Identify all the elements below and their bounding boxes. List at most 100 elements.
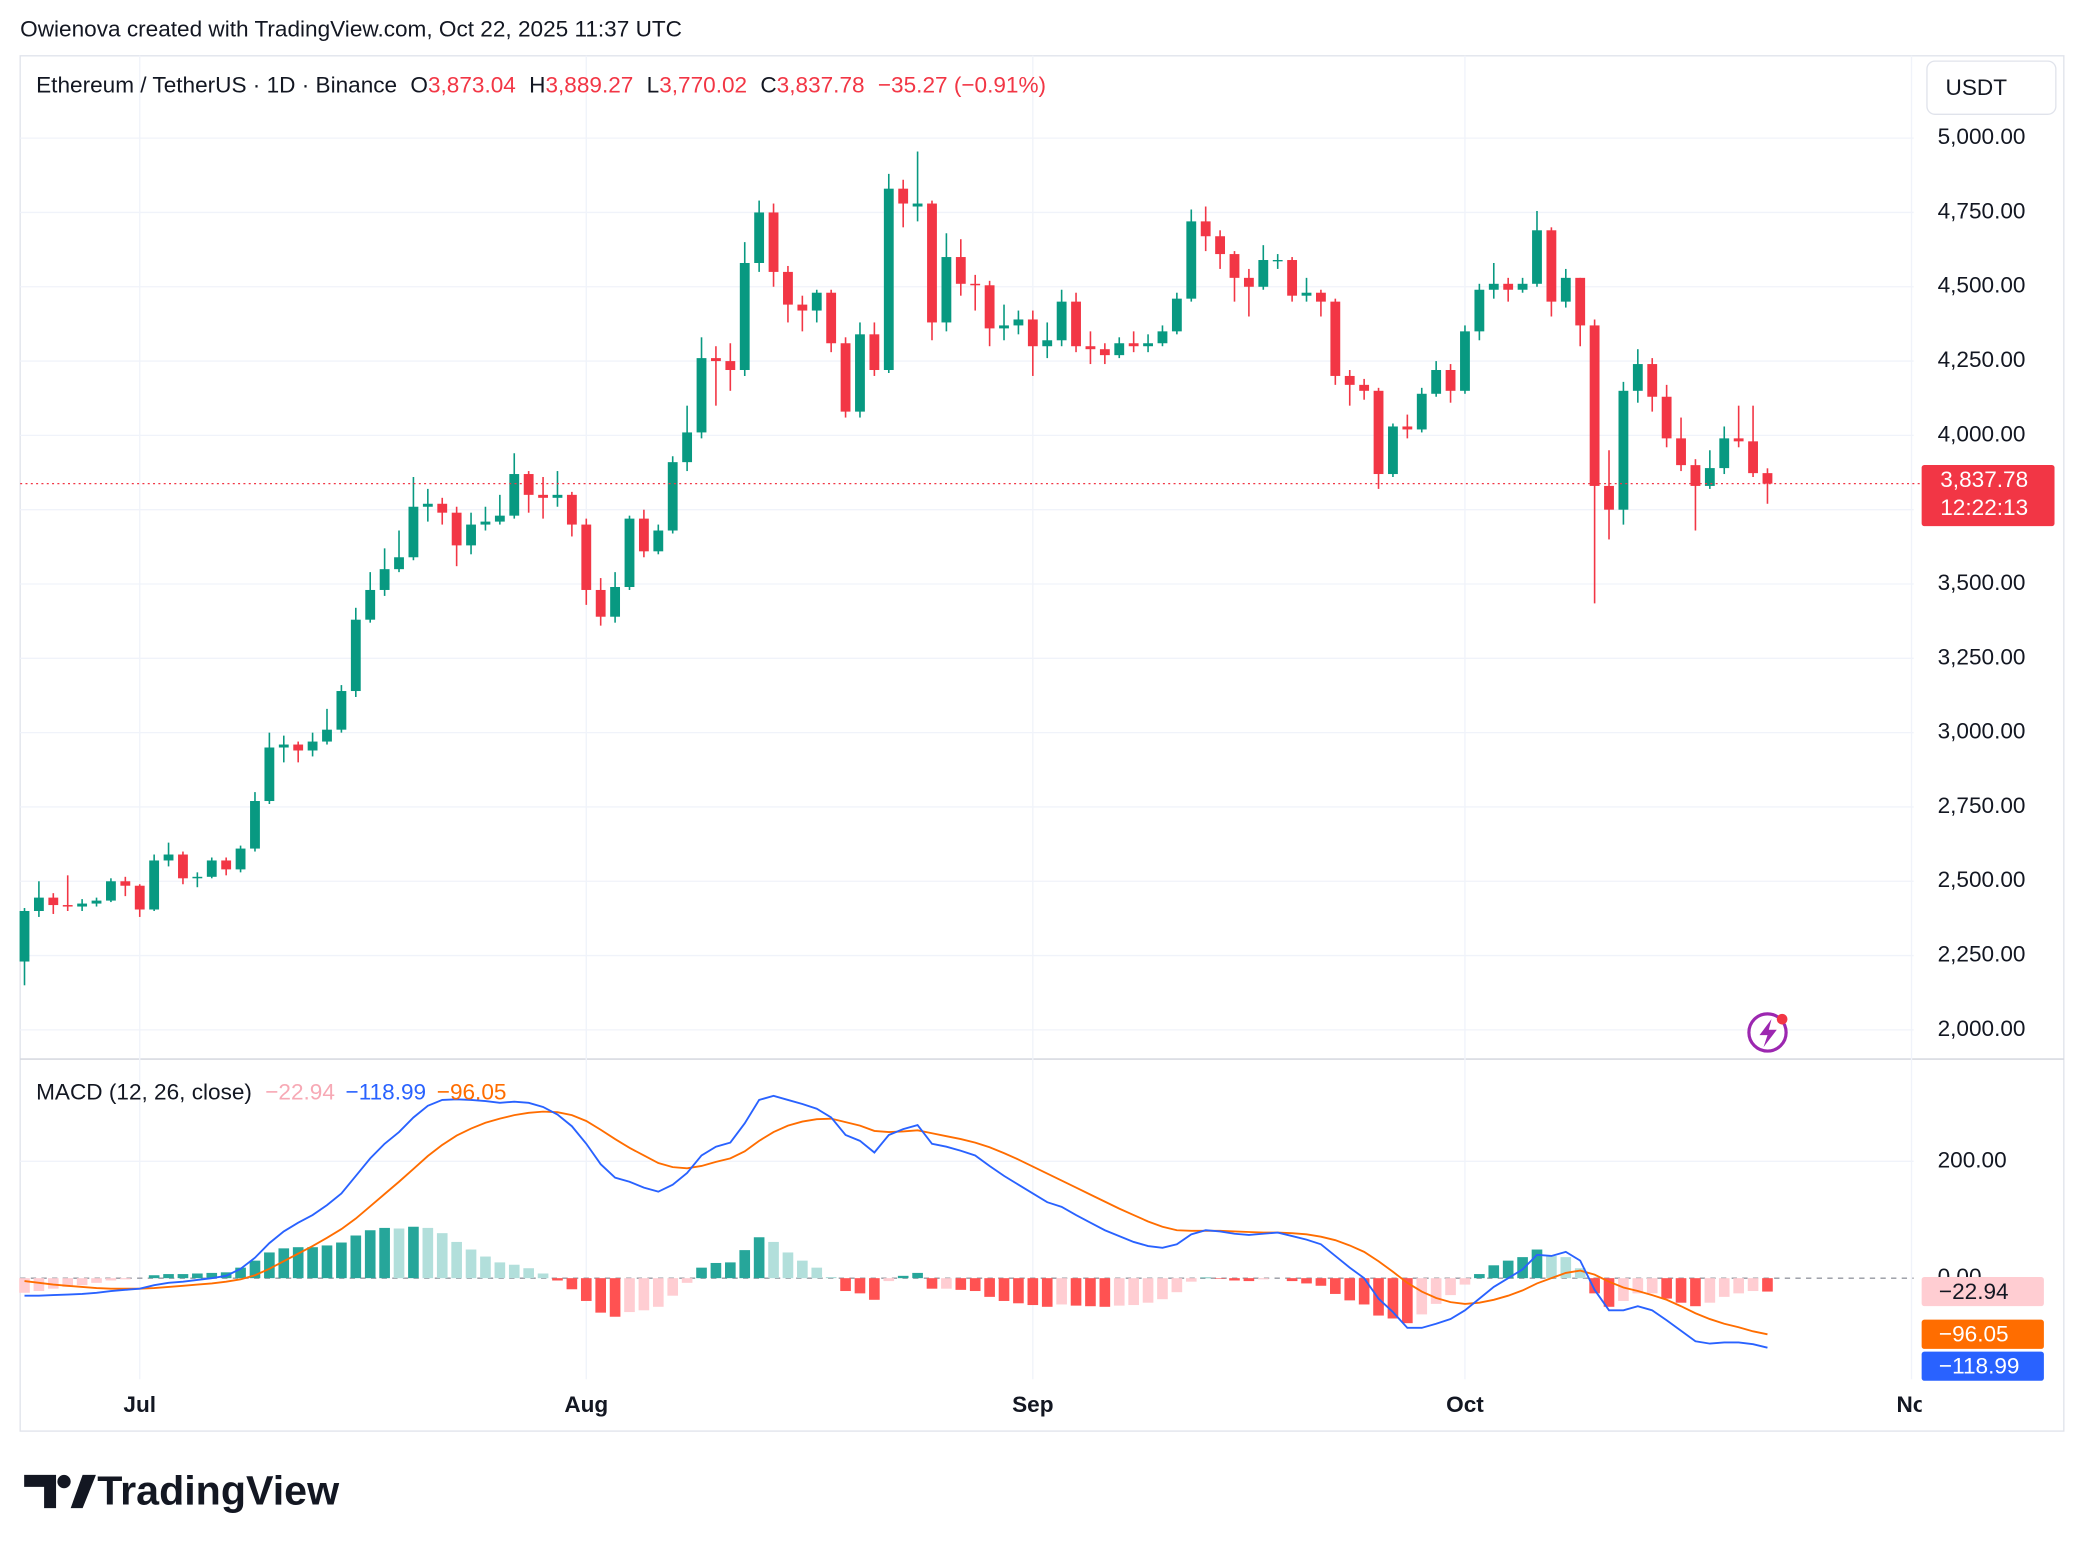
histogram-bar: [19, 1278, 30, 1293]
candle-body: [552, 494, 563, 498]
histogram-bar: [725, 1262, 736, 1279]
candle-body: [739, 262, 750, 371]
histogram-bar: [105, 1278, 117, 1281]
candle-body: [1099, 349, 1110, 356]
y-tick-label: 4,500.00: [1938, 273, 2026, 298]
candle-body: [120, 881, 131, 886]
candle-body: [811, 292, 822, 311]
candle-body: [754, 212, 765, 263]
histogram-bar: [537, 1273, 549, 1279]
histogram-bar: [120, 1278, 131, 1280]
y-tick-label: 4,000.00: [1938, 421, 2026, 446]
ohlc-value: 3,837.78: [777, 72, 865, 97]
histogram-bar: [1085, 1278, 1096, 1307]
y-tick-label: 3,250.00: [1938, 644, 2026, 669]
candle-body: [1445, 370, 1456, 391]
histogram-bar: [336, 1242, 347, 1279]
candle-body: [1114, 343, 1125, 356]
histogram-bar: [595, 1278, 607, 1313]
candle-body: [1546, 230, 1557, 302]
y-tick-label: 2,500.00: [1938, 867, 2026, 892]
macd-legend-value: −118.99: [346, 1080, 427, 1105]
histogram-bar: [264, 1252, 275, 1279]
histogram-bar: [1214, 1278, 1226, 1279]
y-tick-label: 5,000.00: [1938, 124, 2026, 149]
candle-body: [1258, 260, 1269, 287]
candle-body: [768, 212, 779, 272]
candle-body: [221, 860, 232, 870]
candle-body: [1733, 438, 1744, 442]
histogram-bar: [292, 1247, 304, 1279]
candle-body: [1431, 370, 1442, 394]
histogram-bar: [408, 1226, 419, 1279]
histogram-bar: [364, 1230, 376, 1279]
candle-body: [840, 343, 851, 412]
candle-body: [1330, 301, 1341, 376]
histogram-bar: [1517, 1257, 1528, 1279]
attribution: Owienova created with TradingView.com, O…: [20, 17, 682, 42]
histogram-bar: [869, 1278, 880, 1300]
histogram-bar: [1560, 1257, 1572, 1279]
histogram-bar: [1344, 1278, 1356, 1301]
histogram-bar: [1445, 1278, 1456, 1296]
histogram-bar: [480, 1256, 491, 1279]
candle-body: [1503, 283, 1514, 290]
candle-body: [653, 530, 664, 552]
candle-body: [1013, 319, 1024, 326]
candle-body: [1042, 340, 1053, 347]
histogram-bar: [148, 1275, 160, 1279]
histogram-bar: [552, 1278, 563, 1281]
value-box: [1921, 1276, 2044, 1307]
candle-body: [480, 521, 491, 525]
alert-icon[interactable]: [1747, 1012, 1788, 1053]
candle-body: [970, 283, 981, 286]
histogram-bar: [739, 1250, 751, 1279]
candle-body: [1575, 277, 1586, 326]
value-box-label: −22.94: [1939, 1279, 2009, 1304]
histogram-bar: [393, 1228, 405, 1279]
frame: [19, 55, 2065, 1432]
histogram-bar: [825, 1276, 837, 1279]
histogram-bar: [1416, 1278, 1428, 1315]
candle-body: [62, 905, 73, 907]
histogram-bar: [1675, 1278, 1687, 1303]
candle-body: [595, 589, 606, 617]
candle-body: [711, 358, 721, 362]
candle-body: [1532, 230, 1542, 284]
histogram-bar: [1301, 1278, 1312, 1284]
histogram-bar: [667, 1278, 679, 1296]
histogram-bar: [1546, 1255, 1557, 1279]
candle-body: [1301, 292, 1312, 296]
currency-box[interactable]: [1926, 60, 2057, 115]
candle-body: [538, 494, 548, 498]
ohlc-value: 3,770.02: [659, 72, 747, 97]
histogram-bar: [62, 1278, 74, 1287]
candle-body: [1186, 221, 1197, 299]
histogram-bar: [1430, 1278, 1442, 1304]
histogram-bar: [955, 1278, 967, 1290]
histogram-bar: [768, 1241, 779, 1279]
histogram-bar: [941, 1278, 952, 1289]
candle-body: [682, 432, 693, 463]
symbol: Ethereum / TetherUS · 1D · Binance: [36, 72, 397, 97]
histogram-bar: [1632, 1278, 1644, 1294]
histogram-bar: [1257, 1278, 1269, 1280]
histogram-bar: [984, 1278, 995, 1297]
candle-body: [1200, 221, 1211, 237]
candle-body: [1762, 473, 1773, 484]
candle-body: [77, 903, 88, 907]
candle-body: [783, 271, 793, 305]
logo-mark-3: [70, 1474, 96, 1509]
candle-body: [1316, 292, 1326, 302]
histogram-bar: [1200, 1277, 1211, 1279]
candle-body: [278, 744, 289, 748]
histogram-bar: [1762, 1278, 1773, 1292]
histogram-bar: [797, 1260, 808, 1279]
x-tick-label: No: [1896, 1392, 1926, 1417]
candle-body: [1690, 465, 1701, 486]
candle-body: [494, 515, 505, 522]
histogram-bar: [1603, 1278, 1615, 1307]
marks: [19, 151, 1922, 1349]
candle-body: [19, 910, 30, 962]
